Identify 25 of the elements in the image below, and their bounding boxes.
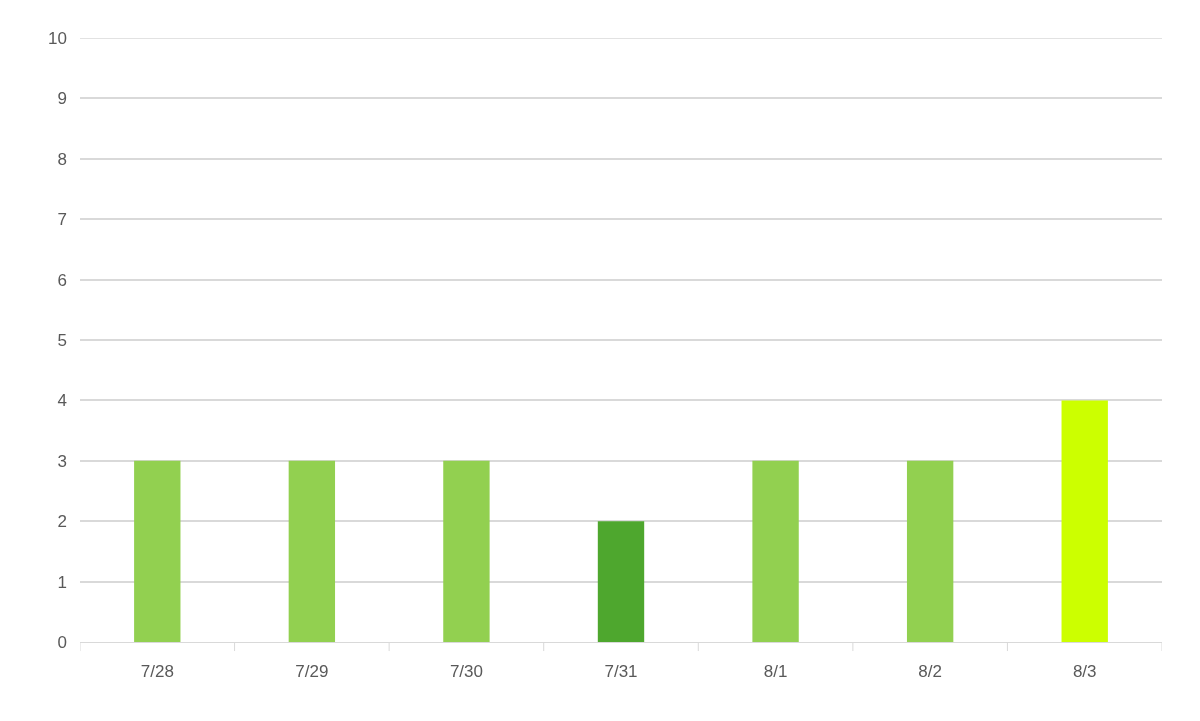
bar bbox=[906, 460, 954, 642]
bar bbox=[597, 521, 645, 642]
y-tick-label: 6 bbox=[57, 270, 67, 290]
y-tick-label: 3 bbox=[57, 451, 67, 471]
x-tick-label: 7/31 bbox=[604, 662, 638, 682]
bar bbox=[1061, 400, 1108, 642]
bar bbox=[443, 460, 490, 642]
x-tick-label: 8/1 bbox=[763, 662, 788, 682]
x-tick-label: 7/30 bbox=[449, 662, 483, 682]
y-tick-label: 0 bbox=[57, 632, 67, 652]
bar bbox=[134, 460, 181, 642]
bar bbox=[288, 460, 336, 642]
x-tick-label: 7/28 bbox=[140, 662, 174, 682]
y-tick-label: 4 bbox=[57, 391, 67, 411]
y-tick-label: 8 bbox=[57, 149, 67, 169]
y-tick-label: 5 bbox=[57, 330, 67, 350]
y-tick-label: 2 bbox=[57, 512, 67, 532]
x-tick-label: 7/29 bbox=[295, 662, 329, 682]
y-tick-label: 9 bbox=[57, 89, 67, 109]
x-tick-label: 8/3 bbox=[1072, 662, 1097, 682]
y-tick-label: 10 bbox=[48, 28, 67, 48]
y-tick-label: 7 bbox=[57, 210, 67, 230]
x-tick-label: 8/2 bbox=[918, 662, 942, 682]
y-tick-label: 1 bbox=[57, 572, 67, 592]
bar bbox=[752, 460, 799, 642]
